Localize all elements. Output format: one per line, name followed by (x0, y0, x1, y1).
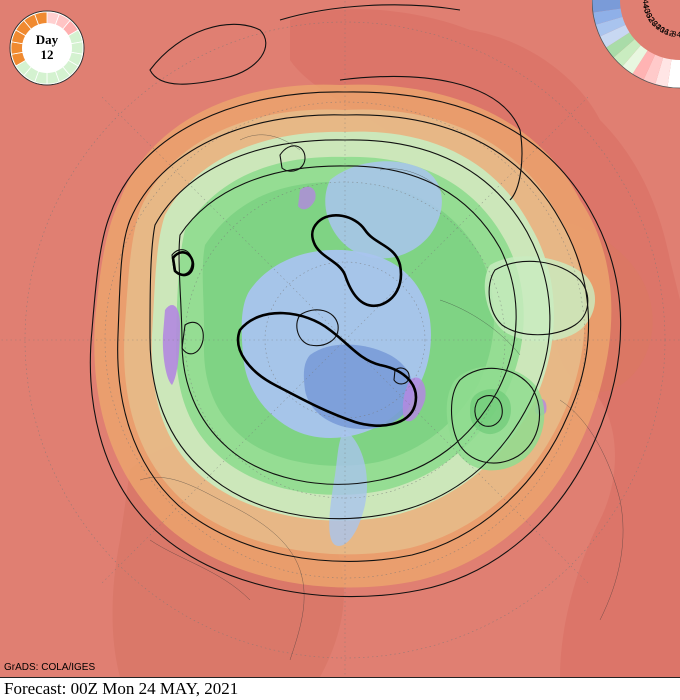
zone-cold-lobe (325, 161, 442, 259)
legend-band (592, 8, 623, 25)
legend-band (592, 0, 621, 13)
legend-tick-label: -4 (674, 30, 680, 40)
day-indicator-badge: Day 12 (9, 10, 85, 86)
day-label: Day (35, 32, 59, 47)
height-contours (89, 4, 622, 598)
temperature-legend-wheel: -4 -8 -12 -16 -20 -24 -28 -32 -36 -40 -44 (591, 0, 680, 90)
forecast-footer: Forecast: 00Z Mon 24 MAY, 2021 (0, 677, 680, 700)
zone-purple-1 (162, 305, 180, 385)
legend-tick-label: -8 (668, 29, 677, 39)
zone-purple-3 (298, 186, 316, 210)
legend-tick-label: -12 (661, 26, 675, 39)
zone-purple-2 (402, 377, 426, 422)
legend-band (622, 45, 648, 75)
coastlines (139, 134, 624, 661)
legend-band (599, 24, 630, 48)
zone-cold-tongue (329, 430, 368, 546)
legend-band (613, 39, 641, 67)
legend-band (605, 32, 635, 58)
legend-band (595, 16, 626, 37)
forecast-date-label: Forecast: 00Z Mon 24 MAY, 2021 (4, 679, 239, 698)
polar-temperature-map (0, 0, 680, 677)
legend-tick-label: -36 (641, 5, 654, 19)
legend-band (667, 59, 680, 88)
day-progress-wheel (9, 10, 85, 86)
legend-band (632, 50, 656, 81)
land-asia-patch (290, 9, 680, 677)
legend-band (655, 57, 672, 88)
day-number: 12 (40, 47, 54, 62)
legend-tick-label: -40 (641, 1, 652, 15)
legend-band (643, 54, 664, 85)
meridian-lines (0, 0, 680, 677)
legend-tick-label: -44 (641, 0, 651, 9)
thick-contours (171, 214, 418, 427)
credit-label: GrADS: COLA/IGES (4, 662, 96, 673)
zone-ne-lobe (484, 256, 596, 342)
